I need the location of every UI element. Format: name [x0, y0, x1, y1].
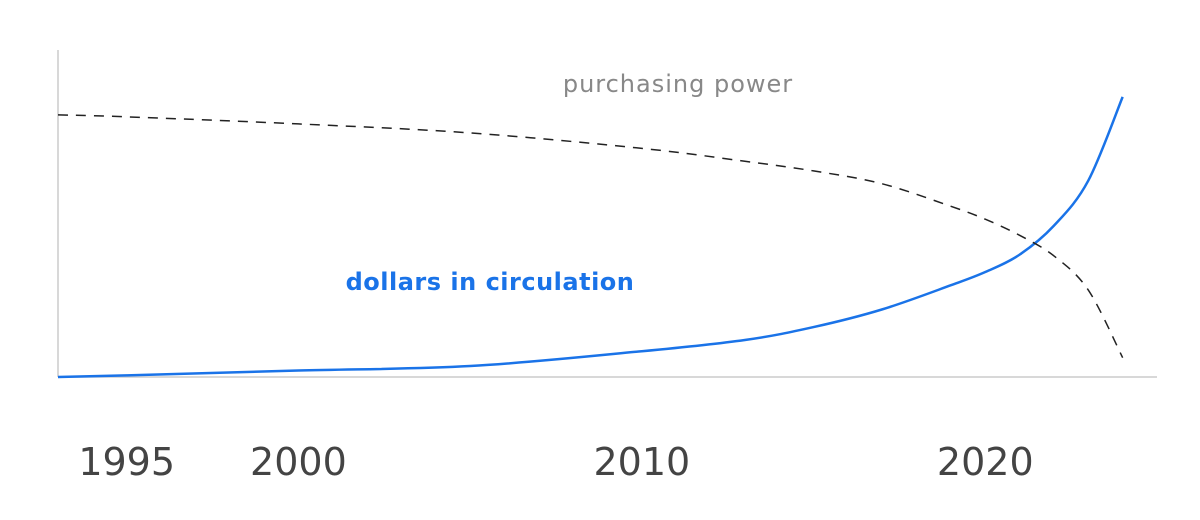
x-tick-label: 2020	[937, 440, 1034, 484]
x-tick-label: 2000	[250, 440, 347, 484]
x-tick-label: 2010	[593, 440, 690, 484]
series-line	[57, 114, 1124, 359]
x-tick-label: 1995	[78, 440, 175, 484]
series-label: dollars in circulation	[346, 268, 635, 296]
series-line	[57, 96, 1124, 379]
series-label: purchasing power	[563, 70, 793, 98]
